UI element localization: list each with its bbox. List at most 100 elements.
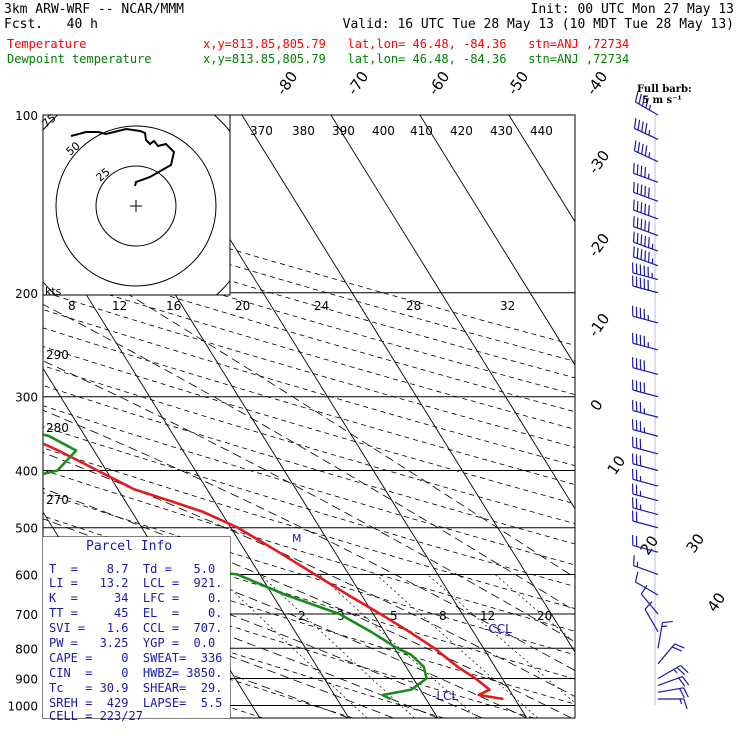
wind-barb-flag bbox=[637, 119, 641, 131]
wind-barb-flag bbox=[644, 601, 653, 610]
theta-label: 440 bbox=[530, 124, 553, 138]
wind-barb-staff bbox=[632, 272, 659, 281]
parcel-row-cape: CAPE = 0 SWEAT= 336 bbox=[49, 651, 223, 665]
wind-barb-flag bbox=[674, 643, 685, 649]
parcel-info-panel: Parcel Info T = 8.7 Td = 5.0 LI = 13.2 L… bbox=[43, 537, 230, 723]
upper-scale-label: 16 bbox=[166, 299, 181, 313]
mixing-ratio-label: 12 bbox=[480, 609, 495, 623]
parcel-row-pw: PW = 3.25 YGP = 0.0 bbox=[49, 636, 216, 650]
wind-barb bbox=[633, 140, 659, 163]
pressure-tick-label: 500 bbox=[15, 522, 38, 536]
moist-adiabat bbox=[43, 588, 394, 718]
wind-barb-flag bbox=[644, 186, 647, 197]
wind-barb bbox=[657, 687, 689, 699]
wind-barb bbox=[657, 676, 690, 687]
wind-barb-flag bbox=[648, 251, 650, 263]
isotherm-label: -20 bbox=[585, 230, 614, 260]
adiabat-label: 290 bbox=[46, 348, 69, 362]
wind-barb bbox=[631, 534, 659, 553]
parcel-row-tt: TT = 45 EL = 0. bbox=[49, 606, 223, 620]
pressure-tick-label: 1000 bbox=[7, 699, 38, 713]
wind-barb bbox=[631, 379, 659, 398]
wind-barb bbox=[631, 483, 659, 502]
isotherm-line bbox=[241, 115, 575, 654]
wind-barb-flag bbox=[636, 247, 639, 259]
wind-barb-staff bbox=[634, 127, 659, 140]
wind-barb-flag bbox=[648, 187, 650, 198]
wind-barb-flag bbox=[636, 233, 639, 244]
dry-adiabat bbox=[43, 515, 575, 680]
wind-barb-staff bbox=[657, 622, 664, 649]
mixing-ratio-label: 20 bbox=[537, 609, 552, 623]
wind-barb-staff bbox=[657, 664, 681, 679]
wind-barb-flag bbox=[680, 665, 689, 674]
dry-adiabat bbox=[43, 447, 575, 609]
wind-barb-flag bbox=[632, 246, 635, 257]
hodograph-ring bbox=[55, 125, 217, 287]
pressure-tick-label: 400 bbox=[15, 465, 38, 479]
isotherm-label: -10 bbox=[585, 310, 614, 340]
wind-barb-flag bbox=[644, 235, 647, 247]
barb-key-line2: 5 m s⁻¹ bbox=[642, 95, 682, 106]
wind-barb-staff bbox=[634, 150, 659, 163]
wind-barb-flag bbox=[683, 687, 689, 698]
dry-adiabat bbox=[43, 309, 575, 467]
upper-scale-label: 20 bbox=[235, 299, 250, 313]
wind-barb bbox=[631, 332, 659, 351]
isotherm-label: -30 bbox=[585, 147, 614, 177]
mixing-ratio-line bbox=[375, 574, 539, 718]
hodograph-area bbox=[43, 115, 230, 295]
wind-barb bbox=[631, 357, 659, 376]
wind-barb-flag bbox=[644, 145, 648, 156]
wind-barb-flag bbox=[662, 620, 673, 624]
wind-barb-flag bbox=[632, 199, 635, 211]
wind-barb-flag bbox=[636, 217, 639, 229]
wind-barb-flag bbox=[648, 221, 650, 233]
wind-barb bbox=[631, 510, 659, 529]
isotherm-label: -40 bbox=[583, 68, 612, 98]
mixing-ratio-line bbox=[260, 574, 415, 718]
wind-barb bbox=[658, 698, 688, 710]
wind-barb bbox=[632, 181, 659, 202]
wind-barb bbox=[631, 262, 659, 281]
wind-barb-flag bbox=[648, 237, 650, 248]
pressure-tick-label: 200 bbox=[15, 287, 38, 301]
parcel-row-svi: SVI = 1.6 CCL = 707. bbox=[49, 621, 223, 635]
dry-adiabat bbox=[43, 327, 575, 486]
wind-barb-staff bbox=[657, 687, 684, 693]
wind-barb-staff bbox=[632, 367, 659, 376]
wind-barb-half bbox=[673, 669, 678, 674]
parcel-info-title: Parcel Info bbox=[86, 539, 173, 554]
mixing-ratio-label: 5 bbox=[390, 609, 398, 623]
parcel-row-cell: CELL = 223/27 bbox=[49, 709, 143, 723]
wind-barb bbox=[657, 620, 673, 649]
wind-barb-flag bbox=[644, 123, 648, 134]
model-name: 3km ARW-WRF -- NCAR/MMM bbox=[4, 2, 185, 17]
mixing-ratio-line bbox=[215, 574, 368, 718]
upper-scale-label: 28 bbox=[406, 299, 421, 313]
wind-barb bbox=[631, 305, 659, 324]
pressure-tick-label: 600 bbox=[15, 568, 38, 582]
wind-barb-flag bbox=[640, 249, 643, 260]
isotherm-label: 40 bbox=[704, 589, 730, 615]
wind-barb-flag bbox=[641, 143, 644, 155]
theta-label: 390 bbox=[332, 124, 355, 138]
upper-scale-label: 12 bbox=[112, 299, 127, 313]
wind-barb-flag bbox=[679, 688, 685, 699]
wind-barb bbox=[657, 664, 689, 679]
wind-barb-flag bbox=[636, 164, 639, 175]
wind-barb-staff bbox=[633, 565, 659, 576]
valid-time: Valid: 16 UTC Tue 28 May 13 (10 MDT Tue … bbox=[342, 17, 734, 32]
wind-barb-staff bbox=[644, 608, 659, 633]
hodograph-label: kts bbox=[45, 285, 62, 298]
wind-barb bbox=[632, 162, 659, 183]
wind-barb bbox=[634, 571, 659, 596]
mixing-ratio-line bbox=[494, 574, 575, 643]
wind-barb-staff bbox=[632, 285, 659, 294]
isotherm-label: 30 bbox=[683, 530, 709, 556]
dry-adiabat bbox=[43, 564, 534, 718]
hodograph-ring bbox=[95, 165, 177, 247]
wind-barb-staff bbox=[633, 191, 659, 202]
wind-barb bbox=[631, 468, 659, 487]
theta-label: 400 bbox=[372, 124, 395, 138]
